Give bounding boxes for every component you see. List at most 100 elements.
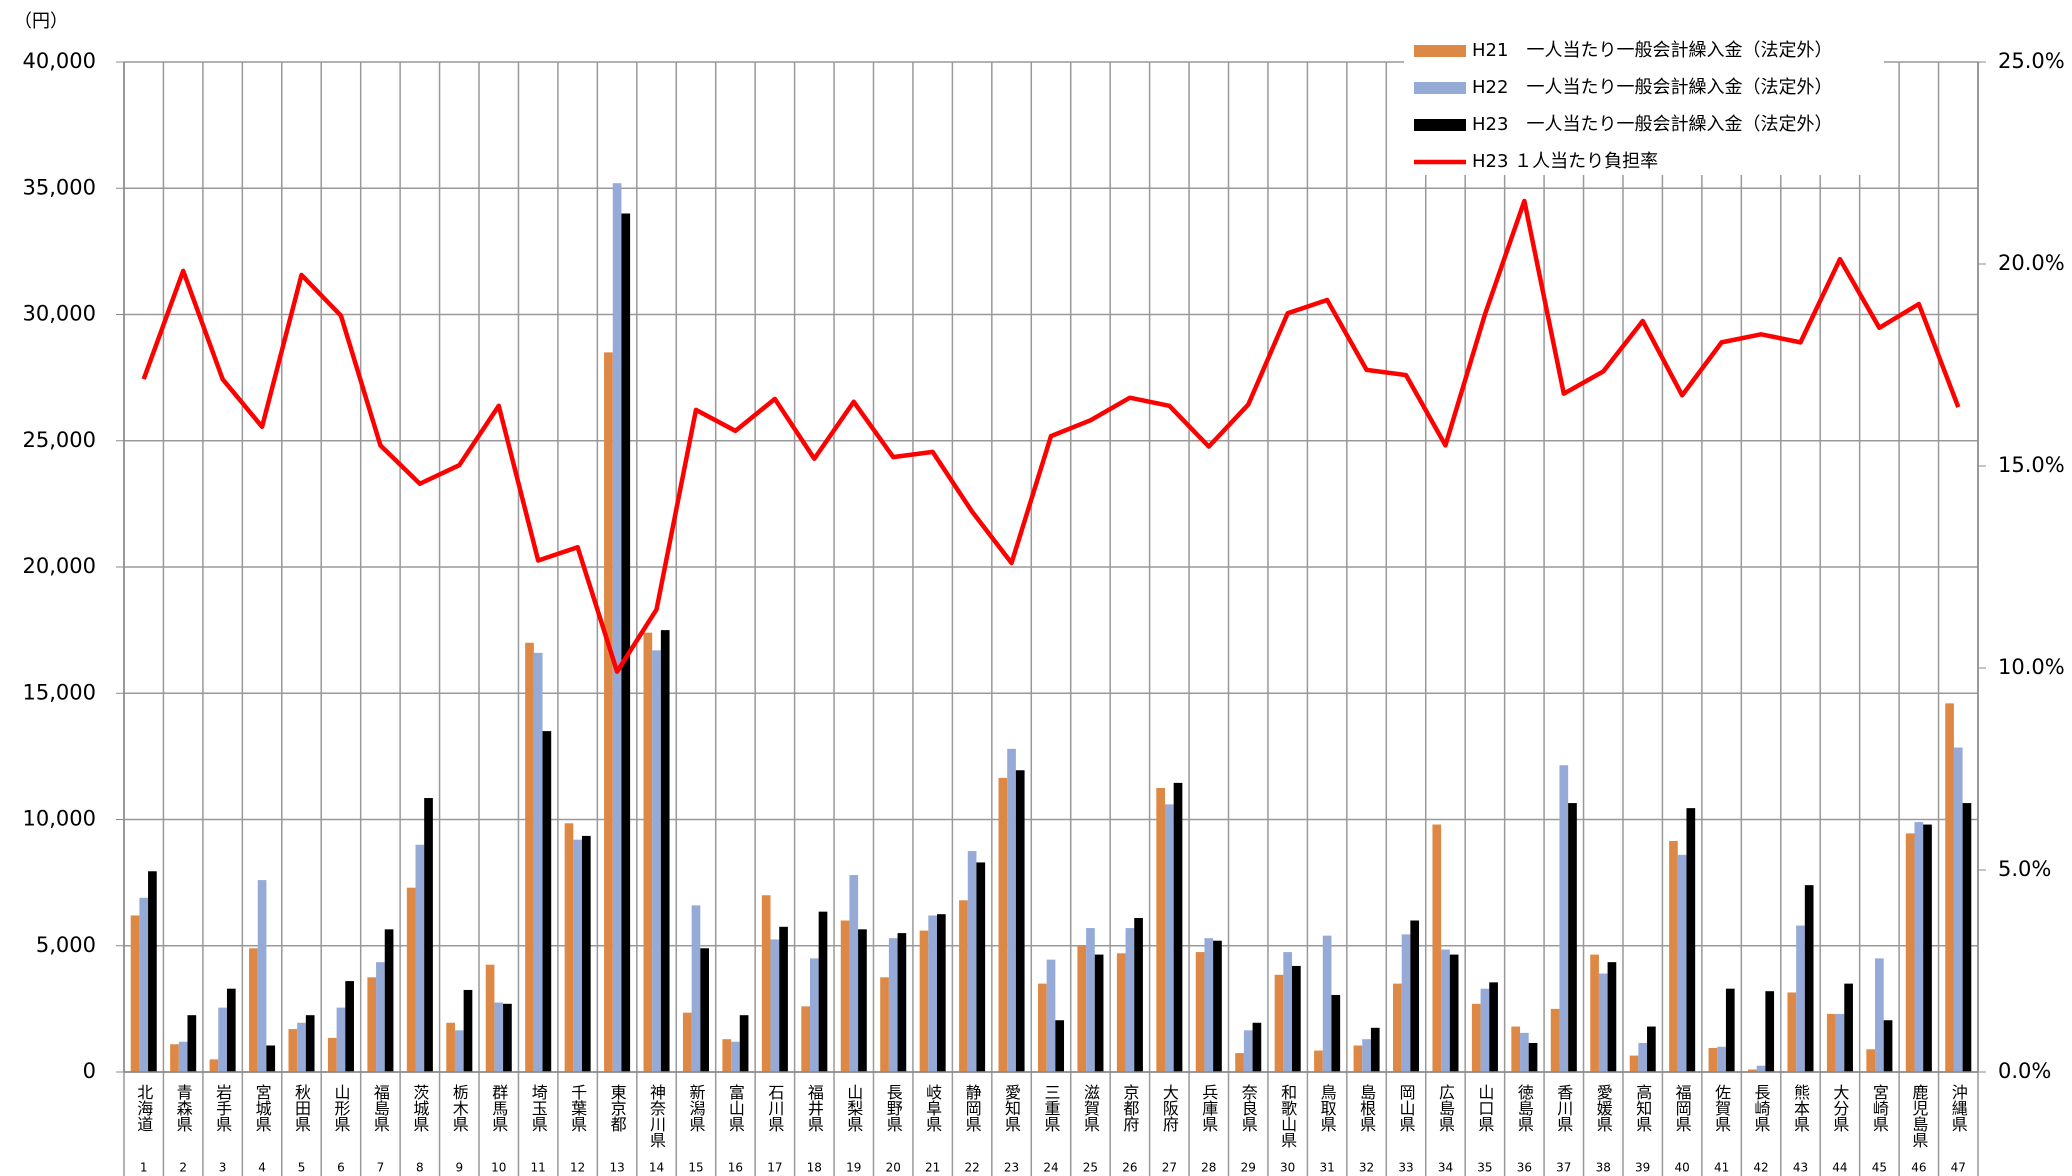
bar	[700, 948, 709, 1072]
category-number: 32	[1359, 1161, 1374, 1175]
bar	[266, 1045, 276, 1072]
category-number: 2	[179, 1161, 187, 1175]
x-tick-label: 京都府	[1120, 1084, 1139, 1133]
category-number: 44	[1832, 1161, 1847, 1175]
bar	[1669, 840, 1678, 1072]
y2-tick-label: 20.0%	[1998, 251, 2065, 275]
bar	[415, 844, 425, 1072]
bar	[1826, 1013, 1836, 1072]
x-tick-label: 岩手県	[213, 1084, 232, 1132]
y-tick-label: 15,000	[23, 680, 96, 704]
y-tick-label: 35,000	[23, 175, 96, 199]
bar	[1235, 1053, 1244, 1072]
x-tick-label: 福井県	[805, 1084, 824, 1132]
bar	[564, 823, 574, 1072]
category-number: 23	[1004, 1161, 1019, 1175]
bar	[1086, 928, 1095, 1072]
bar	[1480, 988, 1490, 1072]
x-tick-label: 福島県	[371, 1084, 390, 1132]
category-number: 17	[767, 1161, 782, 1175]
y-tick-label: 10,000	[23, 807, 96, 831]
x-tick-label: 熊本県	[1791, 1084, 1810, 1132]
x-tick-label: 宮城県	[253, 1084, 272, 1132]
legend-label: H23 １人当たり負担率	[1472, 151, 1658, 172]
bar	[682, 1012, 692, 1072]
x-tick-label: 北海道	[134, 1084, 153, 1132]
x-tick-label: 岐阜県	[923, 1084, 942, 1132]
legend-box	[1404, 37, 1884, 175]
bar	[1410, 920, 1420, 1072]
bar	[1787, 992, 1797, 1072]
category-number: 11	[531, 1161, 546, 1175]
category-number: 28	[1201, 1161, 1216, 1175]
x-tick-label: 栃木県	[450, 1084, 469, 1132]
bar	[1914, 822, 1924, 1072]
x-tick-label: 千葉県	[568, 1084, 587, 1132]
bar	[148, 871, 157, 1072]
category-number: 22	[964, 1161, 979, 1175]
bar	[130, 915, 140, 1072]
legend-swatch	[1414, 82, 1466, 94]
bar	[573, 839, 582, 1072]
bar	[463, 989, 473, 1072]
bar	[305, 1015, 315, 1072]
y-tick-label: 0	[83, 1059, 96, 1083]
category-number: 16	[728, 1161, 743, 1175]
bar	[1283, 952, 1293, 1072]
x-tick-label: 佐賀県	[1712, 1084, 1731, 1132]
x-tick-label: 新潟県	[686, 1084, 705, 1132]
bar	[643, 632, 653, 1072]
category-number: 27	[1162, 1161, 1177, 1175]
bar	[454, 1030, 464, 1072]
bar	[1165, 804, 1174, 1072]
bar	[928, 915, 937, 1072]
bar	[1449, 954, 1459, 1072]
bar	[1094, 954, 1104, 1072]
bar	[1134, 917, 1143, 1072]
x-tick-label: 埼玉県	[529, 1084, 548, 1132]
bar	[1835, 1013, 1845, 1072]
bar	[1156, 787, 1166, 1072]
category-number: 1	[140, 1161, 148, 1175]
x-tick-label: 山形県	[331, 1084, 350, 1132]
x-tick-label: 岡山県	[1397, 1084, 1416, 1132]
legend-label: H21 一人当たり一般会計繰入金（法定外）	[1472, 40, 1832, 61]
x-tick-label: 兵庫県	[1199, 1084, 1218, 1132]
category-number: 47	[1951, 1161, 1966, 1175]
y-unit-label: （円）	[14, 11, 68, 32]
bar	[1195, 952, 1205, 1072]
bar	[770, 939, 780, 1072]
category-number: 38	[1596, 1161, 1611, 1175]
bar	[779, 926, 788, 1072]
x-tick-label: 山梨県	[844, 1084, 863, 1132]
x-tick-label: 神奈川県	[647, 1084, 666, 1148]
bar	[1370, 1027, 1380, 1072]
bar	[1528, 1042, 1538, 1072]
bar	[139, 897, 149, 1072]
legend-label: H22 一人当たり一般会計繰入金（法定外）	[1472, 77, 1832, 98]
bar	[533, 652, 543, 1072]
bar	[1015, 770, 1025, 1072]
x-tick-label: 長崎県	[1752, 1084, 1771, 1132]
bar	[542, 731, 552, 1072]
category-number: 18	[807, 1161, 822, 1175]
bar	[722, 1039, 732, 1072]
y-tick-label: 40,000	[23, 49, 96, 73]
bar	[652, 650, 661, 1072]
x-tick-label: 群馬県	[489, 1084, 508, 1132]
bar	[187, 1015, 197, 1072]
bar	[1520, 1032, 1529, 1072]
bar	[1844, 983, 1853, 1072]
y-tick-label: 30,000	[23, 302, 96, 326]
legend-swatch	[1414, 119, 1466, 131]
bar	[1213, 940, 1222, 1072]
category-number: 5	[298, 1161, 306, 1175]
category-number: 15	[688, 1161, 703, 1175]
bar	[257, 880, 267, 1072]
bar	[226, 988, 236, 1072]
bar	[1077, 945, 1087, 1072]
y-tick-label: 5,000	[36, 933, 96, 957]
x-tick-label: 静岡県	[963, 1084, 982, 1132]
x-tick-label: 高知県	[1633, 1084, 1652, 1132]
x-tick-label: 徳島県	[1515, 1084, 1534, 1132]
